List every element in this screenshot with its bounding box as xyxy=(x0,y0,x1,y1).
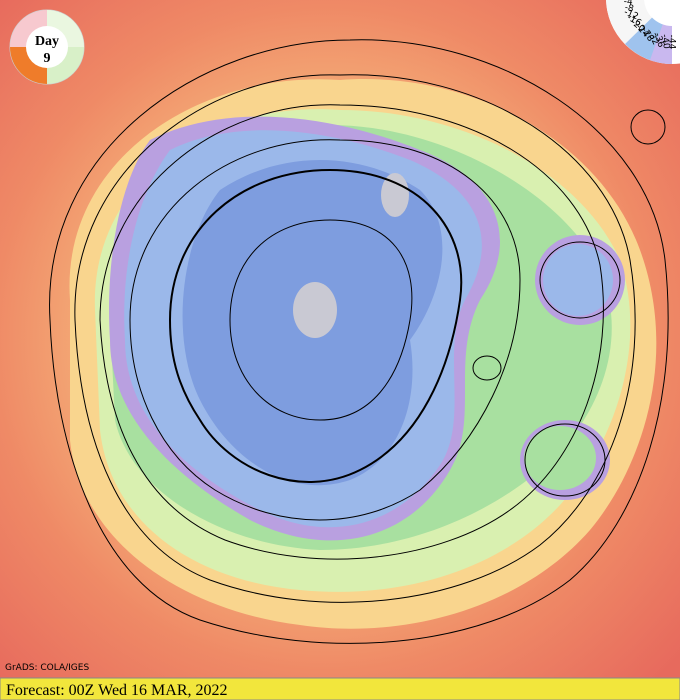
footer-bar xyxy=(0,677,680,700)
day-label: Day xyxy=(35,34,59,49)
legend-label: -44 xyxy=(667,35,677,50)
color-legend: -4-8-12-16-20-24-28-32-36-40-44 xyxy=(606,0,680,64)
day-number: 9 xyxy=(44,51,51,66)
legend-label: -36 xyxy=(652,32,666,49)
contour-lines xyxy=(49,39,669,644)
legend-label: -4 xyxy=(623,0,633,8)
legend-label: -8 xyxy=(624,3,635,15)
forecast-label: Forecast: 00Z Wed 16 MAR, 2022 xyxy=(6,682,228,699)
day-badge: Day 9 xyxy=(9,9,85,85)
temperature-field xyxy=(69,79,657,629)
legend-label: -40 xyxy=(659,34,671,50)
credit: GrADS: COLA/IGES xyxy=(5,663,89,673)
